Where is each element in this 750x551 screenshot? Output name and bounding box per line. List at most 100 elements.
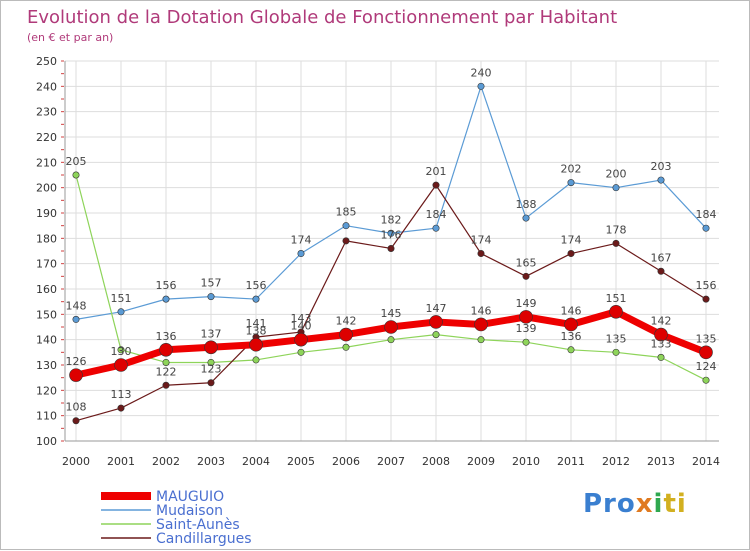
data-label: 185 [336,206,357,219]
data-point [432,224,440,232]
series-mudaison [72,82,710,323]
data-point [72,315,80,323]
data-label: 133 [651,337,672,350]
data-label: 182 [381,213,402,226]
y-tick-label: 120 [36,384,57,397]
data-label: 135 [606,332,627,345]
data-point [612,348,620,356]
x-tick-label: 2007 [377,455,405,468]
data-label: 146 [471,304,492,317]
y-tick-label: 100 [36,435,57,448]
data-label: 139 [516,322,537,335]
data-point [477,336,485,344]
data-point [162,295,170,303]
data-point [297,250,305,258]
data-label: 178 [606,223,627,236]
data-point [252,356,260,364]
data-point [429,315,443,329]
data-label: 136 [156,330,177,343]
proxiti-logo: Proxiti [583,489,687,519]
data-label: 157 [201,277,222,290]
data-label: 176 [381,228,402,241]
x-tick-label: 2011 [557,455,585,468]
data-point [699,345,713,360]
data-point [339,327,353,342]
series-layer [69,82,713,425]
y-tick-label: 190 [36,207,57,220]
data-label: 156 [696,279,717,292]
y-tick-label: 140 [36,334,57,347]
data-point [342,237,350,245]
data-point [384,320,398,334]
data-label: 174 [291,234,312,247]
data-label: 156 [156,279,177,292]
x-tick-label: 2013 [647,455,675,468]
data-point [72,171,80,179]
data-label: 138 [246,325,267,338]
logo-part-1: Pro [583,489,636,519]
data-point [342,343,350,351]
x-tick-label: 2001 [107,455,135,468]
y-tick-label: 200 [36,182,57,195]
data-label: 149 [516,297,537,310]
data-label: 142 [651,315,672,328]
data-point [159,342,173,357]
data-label: 174 [471,234,492,247]
data-label: 148 [66,299,87,312]
data-point [69,368,83,382]
legend-label: Candillargues [156,531,252,547]
data-label: 151 [606,292,627,305]
x-tick-label: 2004 [242,455,270,468]
data-point [657,353,665,361]
data-point [297,348,305,356]
data-label: 141 [246,317,267,330]
logo-part-3: i [653,489,664,519]
x-tick-label: 2006 [332,455,360,468]
data-label: 205 [66,155,87,168]
data-point [522,338,530,346]
data-label: 123 [201,363,222,376]
data-label: 137 [201,327,222,340]
y-tick-label: 250 [36,55,57,68]
data-point [207,293,215,301]
data-point [72,417,80,425]
y-tick-label: 180 [36,232,57,245]
data-label: 200 [606,168,627,181]
x-tick-label: 2002 [152,455,180,468]
axes: 100 110 120 130 140 150 160 170 180 190 200 210 220 2… [36,55,720,468]
data-point [477,250,485,258]
data-point [387,244,395,252]
data-label: 188 [516,198,537,211]
x-tick-label: 2009 [467,455,495,468]
data-point [162,381,170,389]
data-label: 147 [426,302,447,315]
data-label: 240 [471,66,492,79]
data-point [567,179,575,187]
data-label: 201 [426,165,447,178]
data-label: 122 [156,365,177,378]
logo-part-2: x [635,489,654,519]
data-point [609,304,623,319]
data-point [432,331,440,339]
x-tick-label: 2000 [62,455,90,468]
data-point [117,308,125,316]
y-tick-label: 230 [36,106,57,119]
x-tick-label: 2008 [422,455,450,468]
chart-title: Evolution de la Dotation Globale de Fonc… [27,7,617,28]
series-mauguio [69,304,713,382]
data-label: 142 [336,315,357,328]
y-tick-label: 210 [36,156,57,169]
data-label: 202 [561,163,582,176]
data-label: 203 [651,160,672,173]
series-candillargues [72,181,710,425]
data-label: 126 [66,355,87,368]
data-labels: 148 151 156 157 156 174 185 182 184 240 188 202 200 2… [66,66,717,413]
x-tick-label: 2012 [602,455,630,468]
logo-part-4: ti [663,489,687,519]
data-label: 165 [516,256,537,269]
data-point [162,358,170,366]
data-point [117,346,125,354]
legend-label: Mudaison [156,503,223,519]
